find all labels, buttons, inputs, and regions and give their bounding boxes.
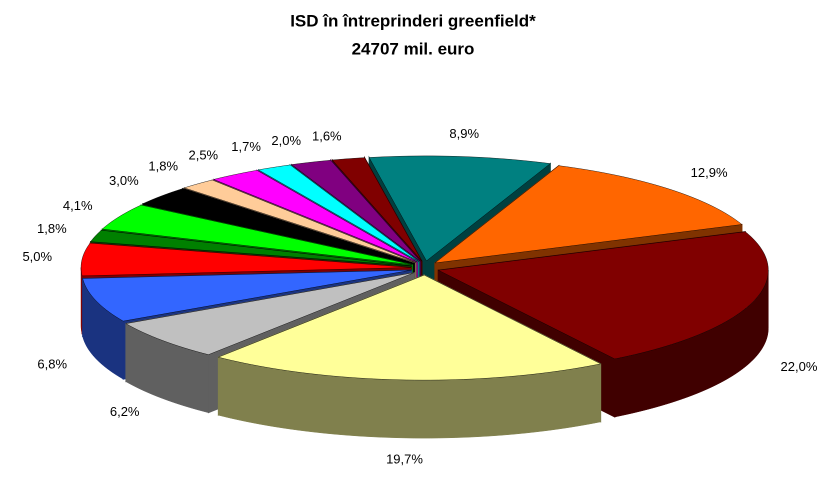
data-label: 3,0%: [109, 173, 139, 188]
slice: [217, 274, 602, 381]
slice: [80, 242, 412, 277]
data-label: 19,7%: [386, 451, 423, 466]
slice: [82, 269, 412, 322]
data-label: 8,9%: [449, 126, 479, 141]
slice: [437, 231, 769, 360]
data-label: 5,0%: [22, 249, 52, 264]
slice: [142, 188, 415, 264]
data-labels: 8,9% 12,9% 22,0% 19,7% 6,2% 6,8% 5,0% 1,8% 4,1% 3…: [22, 126, 817, 466]
slice: [331, 157, 423, 262]
slice: [257, 164, 419, 262]
data-label: 4,1%: [63, 198, 93, 213]
slice-side: [80, 267, 83, 334]
slice: [434, 165, 743, 264]
data-label: 1,7%: [231, 139, 261, 154]
data-label: 2,5%: [188, 148, 218, 163]
data-label: 2,0%: [271, 133, 301, 148]
slice: [291, 160, 421, 262]
slice: [101, 204, 413, 265]
chart-title: ISD în întreprinderi greenfield*: [290, 11, 536, 30]
slice: [368, 155, 551, 262]
data-label: 1,6%: [312, 129, 342, 144]
slice: [125, 272, 415, 355]
chart-subtitle: 24707 mil. euro: [352, 39, 475, 58]
data-label: 6,2%: [110, 404, 140, 419]
data-label: 6,8%: [37, 356, 67, 371]
data-label: 12,9%: [691, 165, 728, 180]
data-label: 1,8%: [148, 159, 178, 174]
slice: [90, 230, 412, 267]
data-label: 22,0%: [781, 359, 818, 374]
slice: [183, 179, 416, 263]
slice: [213, 170, 418, 263]
data-label: 1,8%: [37, 221, 67, 236]
pie-tops: [80, 155, 769, 381]
